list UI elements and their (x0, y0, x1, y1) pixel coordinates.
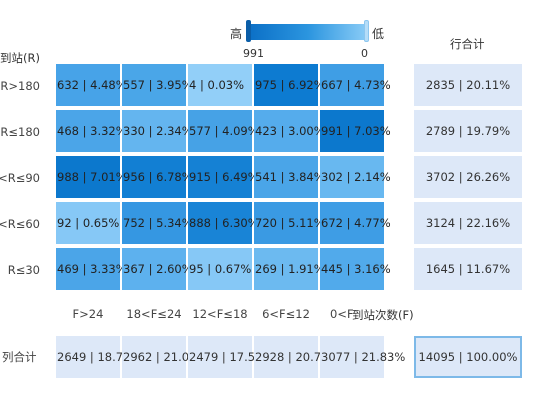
heatmap-cell[interactable]: 269 | 1.91% (254, 248, 325, 290)
column-total-cell[interactable]: 2479 | 17.59% (188, 336, 273, 378)
heatmap-cell[interactable]: 956 | 6.78% (122, 156, 193, 198)
row-label: R≤30 (7, 263, 40, 277)
color-scale-handle-high[interactable] (246, 20, 251, 42)
row-label: 0<R≤60 (0, 217, 40, 231)
legend-low-label: 低 (372, 27, 385, 41)
row-total-cell[interactable]: 3124 | 22.16% (414, 202, 522, 244)
legend-max-value: 991 (243, 47, 264, 60)
color-scale-handle-low[interactable] (364, 20, 369, 42)
heatmap-cell[interactable]: 423 | 3.00% (254, 110, 325, 152)
column-label: 18<F≤24 (126, 307, 182, 321)
legend-high-label: 高 (230, 27, 243, 41)
heatmap-cell[interactable]: 95 | 0.67% (188, 248, 252, 290)
column-total-cell[interactable]: 3077 | 21.83% (320, 336, 405, 378)
heatmap-cell[interactable]: 991 | 7.03% (320, 110, 391, 152)
heatmap-cell[interactable]: 367 | 2.60% (122, 248, 193, 290)
heatmap-cell[interactable]: 557 | 3.95% (122, 64, 193, 106)
heatmap-cell[interactable]: 469 | 3.33% (56, 248, 127, 290)
heatmap-cell[interactable]: 672 | 4.77% (320, 202, 391, 244)
heatmap-cell[interactable]: 988 | 7.01% (56, 156, 127, 198)
column-label: 6<F≤12 (262, 307, 310, 321)
heatmap-cell[interactable]: 541 | 3.84% (254, 156, 325, 198)
heatmap-cell[interactable]: 720 | 5.11% (254, 202, 325, 244)
column-label: F>24 (72, 307, 104, 321)
row-label: <R≤180 (0, 125, 40, 139)
row-label: 0<R≤90 (0, 171, 40, 185)
row-label: R>180 (0, 79, 40, 93)
column-total-cell[interactable]: 2962 | 21.01% (122, 336, 207, 378)
grand-total-cell[interactable]: 14095 | 100.00% (414, 336, 522, 378)
legend-min-value: 0 (361, 47, 368, 60)
heatmap-cell[interactable]: 975 | 6.92% (254, 64, 325, 106)
column-total-cell[interactable]: 2928 | 20.77% (254, 336, 339, 378)
heatmap-cell[interactable]: 445 | 3.16% (320, 248, 391, 290)
column-label: 0<F (330, 307, 354, 321)
heatmap-cell[interactable]: 752 | 5.34% (122, 202, 193, 244)
y-axis-title: 到站(R) (0, 51, 40, 65)
column-total-label: 列合计 (2, 350, 37, 364)
row-total-cell[interactable]: 2835 | 20.11% (414, 64, 522, 106)
column-total-cell[interactable]: 2649 | 18.79% (56, 336, 141, 378)
heatmap-cell[interactable]: 915 | 6.49% (188, 156, 259, 198)
heatmap-cell[interactable]: 667 | 4.73% (320, 64, 391, 106)
heatmap-cell[interactable]: 632 | 4.48% (56, 64, 127, 106)
heatmap-cell[interactable]: 330 | 2.34% (122, 110, 193, 152)
x-axis-title: 到站次数(F) (352, 308, 414, 322)
heatmap-cell[interactable]: 577 | 4.09% (188, 110, 259, 152)
row-total-title: 行合计 (450, 37, 485, 51)
row-total-cell[interactable]: 1645 | 11.67% (414, 248, 522, 290)
heatmap-cell[interactable]: 468 | 3.32% (56, 110, 127, 152)
row-total-cell[interactable]: 3702 | 26.26% (414, 156, 522, 198)
heatmap-cell[interactable]: 4 | 0.03% (188, 64, 252, 106)
row-total-cell[interactable]: 2789 | 19.79% (414, 110, 522, 152)
heatmap-cell[interactable]: 302 | 2.14% (320, 156, 391, 198)
heatmap-cell[interactable]: 92 | 0.65% (56, 202, 120, 244)
heatmap-cell[interactable]: 888 | 6.30% (188, 202, 259, 244)
color-scale-bar (248, 24, 368, 40)
column-label: 12<F≤18 (192, 307, 248, 321)
